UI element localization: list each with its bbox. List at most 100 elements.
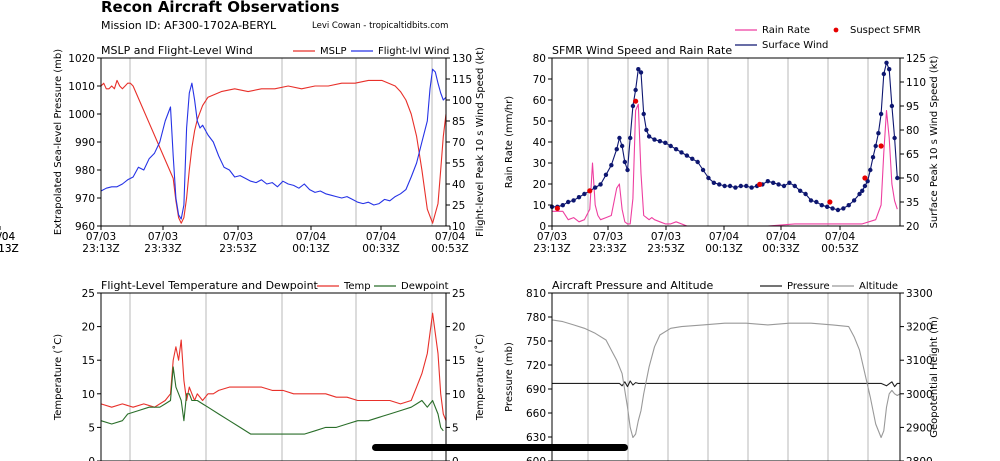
y2-tick-label: 5 — [452, 422, 459, 434]
home-indicator-bar[interactable] — [372, 444, 628, 451]
surface-wind-point — [644, 127, 649, 133]
x-tick-time: 01:13Z — [0, 243, 19, 255]
y-tick-label: 25 — [82, 288, 95, 300]
surface-wind-point — [819, 203, 824, 208]
surface-wind-point — [787, 180, 792, 185]
y2-tick-label: 3100 — [906, 355, 933, 367]
y-tick-label: 780 — [526, 312, 546, 324]
mission-id: Mission ID: AF300-1702A-BERYL — [101, 19, 277, 32]
surface-wind-point — [892, 135, 897, 141]
surface-wind-point — [560, 203, 565, 208]
y-tick-label: 600 — [526, 456, 546, 461]
figure-title: Recon Aircraft Observations — [101, 0, 339, 16]
legend-entry: Flight-lvl Wind — [378, 46, 449, 57]
surface-wind-point — [824, 204, 830, 209]
y2-tick-label: 65 — [906, 149, 919, 161]
y2-tick-label: 130 — [452, 53, 472, 65]
y-axis-label: Temperature (˚C) — [52, 334, 64, 421]
surface-wind-point — [841, 206, 846, 211]
legend-marker — [833, 27, 839, 33]
x-tick-time: 23:33Z — [589, 243, 626, 255]
surface-wind-point — [749, 185, 754, 190]
x-tick-time: 01:13Z — [0, 243, 19, 255]
surface-wind-point — [622, 159, 628, 165]
legend-entry: MSLP — [320, 46, 347, 57]
surface-wind-point — [598, 182, 603, 187]
y2-tick-label: 20 — [906, 221, 919, 233]
x-tick-date: 07/04 — [366, 231, 397, 243]
y-axis-label: Rain Rate (mm/hr) — [504, 96, 515, 188]
y2-tick-label: 2800 — [906, 456, 933, 461]
y-tick-label: 970 — [75, 193, 95, 205]
plot-frame — [551, 57, 901, 227]
dewpoint-line — [100, 366, 444, 435]
rain-rate-line — [552, 103, 898, 227]
surface-wind-point — [706, 175, 711, 181]
surface-wind-point — [646, 134, 652, 139]
surface-wind-point — [690, 156, 695, 161]
surface-wind-point — [889, 103, 895, 109]
surface-wind-point — [628, 135, 633, 141]
surface-wind-point — [776, 182, 781, 187]
surface-wind-point — [619, 143, 625, 149]
legend-entry: Pressure — [787, 281, 830, 292]
credit-text: Levi Cowan - tropicaltidbits.com — [312, 21, 448, 31]
y-tick-label: 990 — [75, 137, 95, 149]
surface-wind-point — [797, 188, 803, 193]
y-tick-label: 30 — [533, 158, 546, 170]
panel-title: SFMR Wind Speed and Rain Rate — [552, 44, 732, 57]
surface-wind-point — [663, 140, 668, 145]
surface-wind-point — [614, 147, 619, 152]
panel-title: MSLP and Flight-Level Wind — [101, 44, 253, 57]
y-tick-label: 0 — [88, 456, 95, 461]
surface-wind-point — [876, 131, 881, 136]
surface-wind-point — [851, 198, 857, 203]
surface-wind-point — [582, 191, 587, 197]
surface-wind-point — [565, 199, 571, 205]
surface-wind-point — [592, 185, 598, 190]
x-tick-time: 23:13Z — [533, 243, 570, 255]
surface-wind-point — [633, 87, 638, 93]
surface-wind-point — [862, 183, 868, 189]
plot-frame — [100, 57, 447, 227]
suspect-sfmr-point — [862, 175, 868, 181]
y2-tick-label: 10 — [452, 389, 465, 401]
x-tick-time: 00:33Z — [762, 243, 799, 255]
y2-tick-label: 20 — [452, 322, 465, 334]
x-tick-time: 00:53Z — [431, 243, 468, 255]
y2-tick-label: 85 — [452, 116, 465, 128]
y-tick-label: 1010 — [68, 81, 95, 93]
surface-wind-point — [878, 111, 884, 117]
x-tick-date: 07/03 — [86, 231, 116, 243]
x-tick-date: 07/03 — [537, 231, 567, 243]
y2-tick-label: 80 — [906, 125, 919, 137]
surface-wind-point — [870, 155, 876, 160]
surface-wind-point — [638, 70, 644, 75]
y-axis-label: Extrapolated Sea-level Pressure (mb) — [53, 49, 64, 235]
y2-axis-label: Temperature (˚C) — [474, 334, 486, 421]
surface-wind-point — [679, 150, 684, 155]
x-tick-date: 07/04 — [709, 231, 740, 243]
y2-tick-label: 125 — [906, 53, 926, 65]
surface-wind-point — [695, 159, 700, 165]
surface-wind-point — [617, 135, 622, 141]
legend-entry: Surface Wind — [762, 40, 828, 51]
chart-panels: 9609709809901000101010201025405570851001… — [0, 25, 940, 461]
surface-wind-point — [571, 198, 576, 203]
surface-wind-point — [700, 167, 706, 173]
y-tick-label: 80 — [533, 53, 546, 65]
mslp-line — [100, 79, 447, 224]
x-tick-date: 07/03 — [651, 231, 681, 243]
y-tick-label: 980 — [75, 165, 95, 177]
surface-wind-point — [808, 198, 814, 203]
surface-wind-point — [673, 147, 679, 152]
y-tick-label: 40 — [533, 137, 546, 149]
surface-wind-point — [684, 153, 690, 158]
surface-wind-point — [873, 143, 878, 149]
x-tick-date: 07/03 — [148, 231, 178, 243]
y-tick-label: 5 — [88, 422, 95, 434]
suspect-sfmr-point — [878, 143, 884, 149]
surface-wind-point — [868, 167, 873, 173]
y2-axis-label: Surface Peak 10 s Wind Speed (kt) — [929, 55, 940, 228]
surface-wind-point — [765, 179, 771, 184]
